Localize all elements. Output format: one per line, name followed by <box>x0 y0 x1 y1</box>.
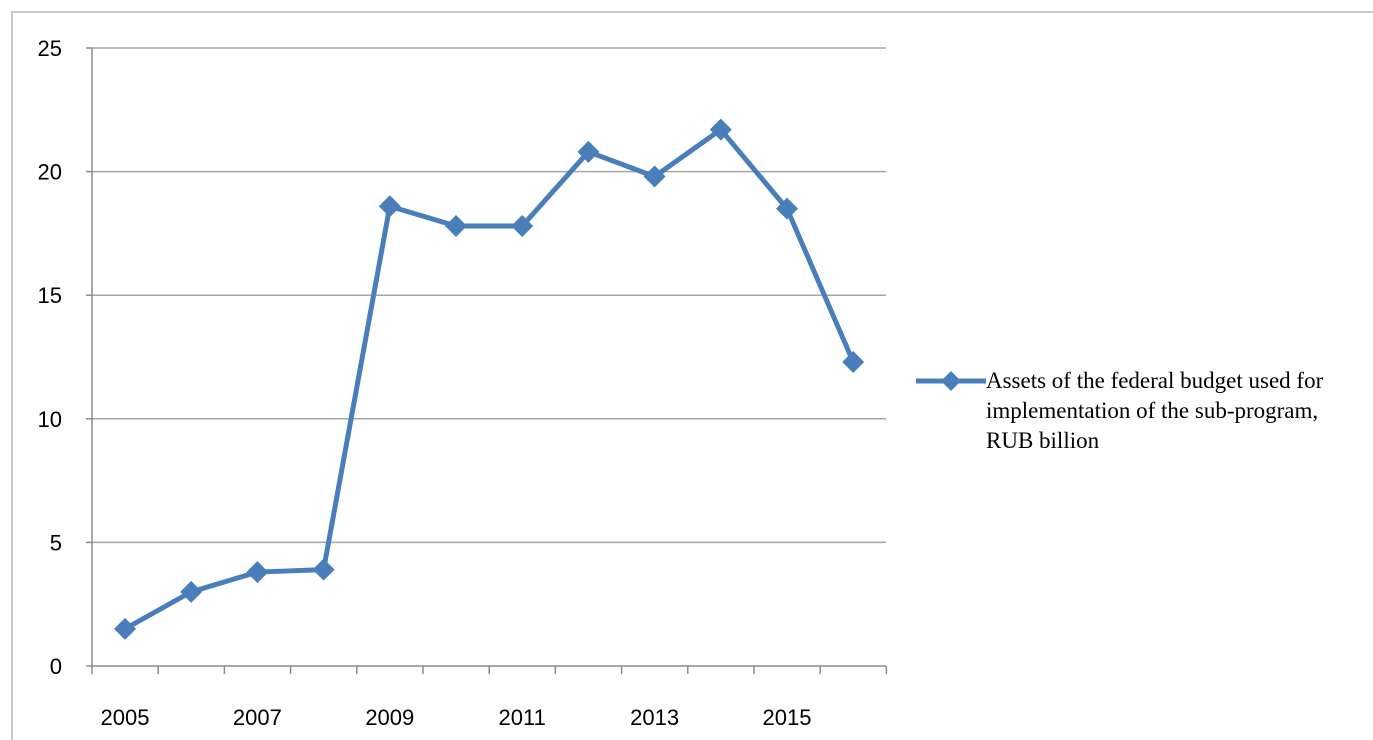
legend-key <box>916 366 986 396</box>
x-tick-label: 2011 <box>499 705 546 730</box>
data-point-marker <box>842 351 864 373</box>
legend-diamond-marker <box>941 371 961 391</box>
x-tick-label: 2015 <box>763 705 812 730</box>
data-point-marker <box>445 215 467 237</box>
y-tick-label: 0 <box>50 654 62 679</box>
y-tick-label: 5 <box>50 530 62 555</box>
x-tick-label: 2013 <box>630 705 679 730</box>
data-point-marker <box>246 561 268 583</box>
x-tick-label: 2007 <box>233 705 282 730</box>
x-tick-label: 2009 <box>365 705 414 730</box>
series <box>114 119 864 640</box>
data-point-marker <box>379 195 401 217</box>
legend-label: Assets of the federal budget used for im… <box>986 366 1366 456</box>
x-axis-tick-labels: 2005 2007 2009 2011 2013 2015 <box>101 705 812 730</box>
series-line <box>125 130 853 629</box>
y-axis-tick-labels: 0 5 10 15 20 25 <box>38 36 62 679</box>
y-tick-label: 15 <box>38 283 62 308</box>
x-tick-label: 2005 <box>101 705 150 730</box>
data-point-marker <box>313 559 335 581</box>
y-tick-label: 10 <box>38 407 62 432</box>
data-point-marker <box>180 581 202 603</box>
gridlines <box>92 48 886 542</box>
legend: Assets of the federal budget used for im… <box>916 366 1366 456</box>
y-tick-label: 20 <box>38 160 62 185</box>
axes <box>86 48 886 674</box>
data-point-marker <box>114 618 136 640</box>
y-tick-label: 25 <box>38 36 62 61</box>
series-line-group <box>114 119 864 640</box>
